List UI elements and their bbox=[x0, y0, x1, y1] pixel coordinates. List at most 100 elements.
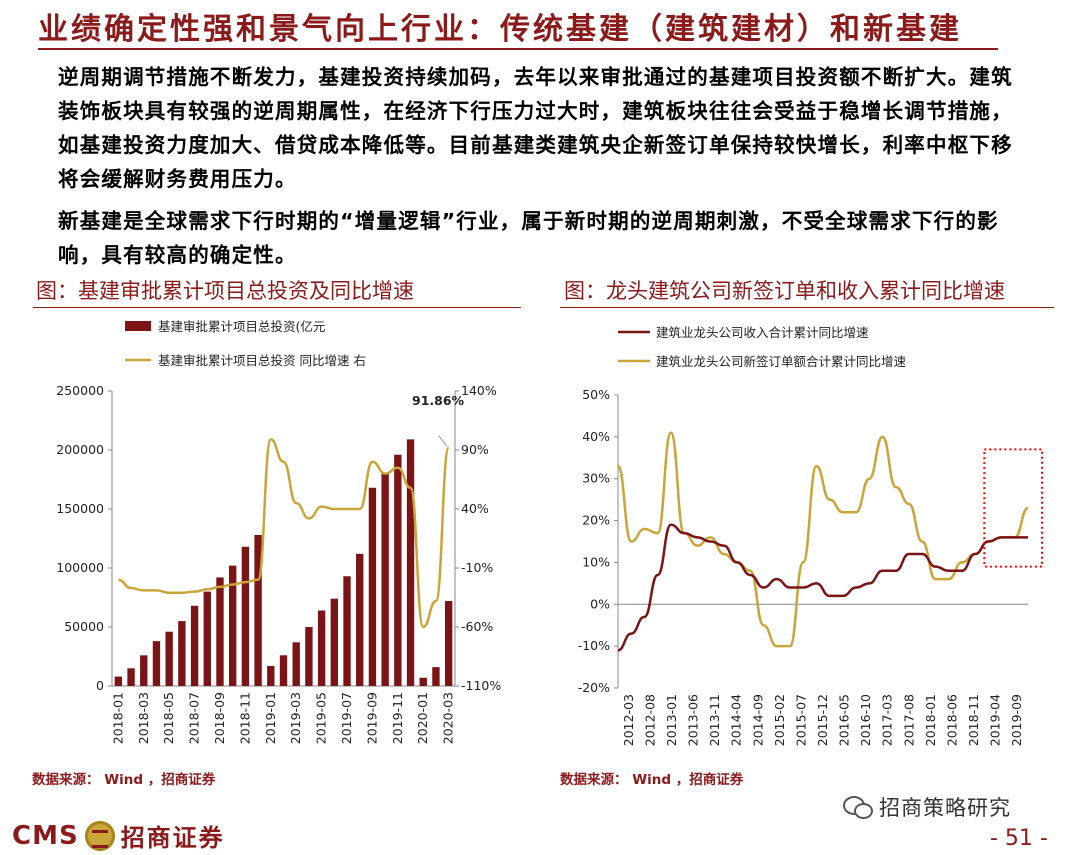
right-axis-label: 140% bbox=[461, 383, 497, 398]
x-tick-label: 2018-03 bbox=[136, 692, 151, 744]
revenue-line bbox=[617, 523, 1028, 652]
right-axis-label: -60% bbox=[461, 619, 493, 634]
x-tick-label: 2018-09 bbox=[212, 692, 227, 744]
bar-2018-06 bbox=[178, 621, 186, 686]
x-tick-label: 2016-10 bbox=[858, 694, 873, 746]
left-chart-source: 数据来源： Wind ，招商证券 bbox=[32, 772, 216, 788]
x-tick-label: 2019-09 bbox=[1009, 694, 1024, 746]
right-chart-title: 图：龙头建筑公司新签订单和收入累计同比增速 bbox=[564, 279, 1005, 303]
wechat-account-name: 招商策略研究 bbox=[879, 796, 1011, 820]
page-number: - 51 - bbox=[990, 826, 1048, 851]
bar-2019-07 bbox=[343, 576, 351, 686]
y-axis-label: 20% bbox=[582, 513, 610, 528]
x-tick-label: 2016-05 bbox=[837, 694, 852, 746]
bar-2019-03 bbox=[292, 642, 300, 686]
y-axis-label: 50% bbox=[582, 387, 610, 402]
bar-2019-05 bbox=[317, 610, 326, 686]
bar-2020-03 bbox=[444, 601, 453, 686]
bar-2018-04 bbox=[152, 641, 161, 686]
bar-2018-02 bbox=[127, 668, 135, 686]
x-tick-label: 2018-05 bbox=[161, 692, 176, 744]
y-axis-label: 0% bbox=[590, 596, 610, 611]
bar-2019-08 bbox=[356, 553, 364, 686]
x-tick-label: 2013-01 bbox=[664, 694, 679, 746]
left-axis-label: 50000 bbox=[64, 619, 104, 634]
y-axis-label: -20% bbox=[578, 680, 610, 695]
brand-cn: 招商证券 bbox=[120, 824, 225, 852]
right-axis-label: 40% bbox=[461, 501, 489, 516]
x-tick-label: 2018-11 bbox=[237, 692, 252, 744]
left-chart-divider bbox=[33, 307, 521, 308]
bar-2019-04 bbox=[305, 627, 313, 686]
left-axis-label: 250000 bbox=[56, 383, 104, 398]
bar-2018-08 bbox=[203, 591, 211, 686]
bar-2019-12 bbox=[406, 439, 415, 686]
x-tick-label: 2014-09 bbox=[750, 694, 765, 746]
legend-label-revenue: 建筑业龙头公司收入合计累计同比增速 bbox=[656, 325, 869, 340]
x-tick-label: 2015-07 bbox=[793, 694, 808, 746]
x-tick-label: 2018-06 bbox=[944, 694, 959, 746]
y-axis-label: -10% bbox=[578, 638, 610, 653]
y-axis-label: 30% bbox=[582, 471, 610, 486]
orders-line bbox=[616, 431, 1029, 648]
legend-label-bar: 基建审批累计项目总投资(亿元 bbox=[158, 319, 325, 334]
x-tick-label: 2018-01 bbox=[923, 694, 938, 746]
bar-2019-06 bbox=[330, 598, 338, 686]
bar-2018-11 bbox=[241, 546, 250, 686]
left-axis-label: 200000 bbox=[56, 442, 104, 457]
right-axis-label: 90% bbox=[461, 442, 489, 457]
left-axis-label: 100000 bbox=[56, 560, 104, 575]
right-axis-label: -10% bbox=[461, 560, 493, 575]
bar-2019-09 bbox=[368, 487, 377, 686]
bar-2018-07 bbox=[190, 605, 199, 686]
x-tick-label: 2013-11 bbox=[707, 694, 722, 746]
bar-2019-02 bbox=[279, 655, 288, 686]
x-tick-label: 2019-04 bbox=[988, 694, 1003, 746]
legend-label-orders: 建筑业龙头公司新签订单额合计累计同比增速 bbox=[656, 354, 907, 369]
wechat-watermark: 招商策略研究 bbox=[843, 792, 1011, 822]
x-tick-label: 2020-03 bbox=[441, 692, 456, 744]
growth-line bbox=[118, 438, 450, 629]
legend-swatch-bar bbox=[125, 321, 151, 331]
x-tick-label: 2018-11 bbox=[966, 694, 981, 746]
right-chart-source: 数据来源： Wind ，招商证券 bbox=[560, 772, 744, 788]
x-tick-label: 2017-03 bbox=[880, 694, 895, 746]
x-tick-label: 2014-04 bbox=[729, 694, 744, 746]
paragraph-1: 逆周期调节措施不断发力，基建投资持续加码，去年以来审批通过的基建项目投资额不断扩… bbox=[58, 65, 1013, 191]
bar-2019-11 bbox=[394, 454, 402, 686]
wechat-icon bbox=[843, 796, 873, 819]
x-tick-label: 2018-07 bbox=[187, 692, 202, 744]
paragraph-2: 新基建是全球需求下行时期的“增量逻辑”行业，属于新时期的逆周期刺激，不受全球需求… bbox=[58, 209, 999, 267]
right-axis-label: -110% bbox=[461, 678, 501, 693]
cms-logo: CMS 招商证券 bbox=[12, 818, 225, 853]
legend-label-line: 基建审批累计项目总投资 同比增速 右 bbox=[158, 353, 366, 368]
bar-2018-09 bbox=[216, 577, 224, 686]
x-tick-label: 2012-08 bbox=[642, 694, 657, 746]
x-tick-label: 2019-03 bbox=[288, 692, 303, 744]
annotation-label: 91.86% bbox=[412, 393, 465, 408]
x-tick-label: 2019-07 bbox=[339, 692, 354, 744]
x-tick-label: 2019-05 bbox=[314, 692, 329, 744]
left-chart-title: 图：基建审批累计项目总投资及同比增速 bbox=[36, 279, 414, 303]
x-tick-label: 2019-11 bbox=[390, 692, 405, 744]
title-divider bbox=[38, 48, 998, 50]
page-title: 业绩确定性强和景气向上行业：传统基建（建筑建材）和新基建 bbox=[38, 12, 962, 47]
x-tick-label: 2018-01 bbox=[110, 692, 125, 744]
bar-2018-05 bbox=[165, 631, 173, 686]
right-chart-divider bbox=[560, 307, 1054, 308]
left-axis-label: 150000 bbox=[56, 501, 104, 516]
x-tick-label: 2015-02 bbox=[772, 694, 787, 746]
bar-2019-10 bbox=[381, 473, 389, 686]
x-tick-label: 2019-09 bbox=[364, 692, 379, 744]
bar-2019-01 bbox=[267, 665, 275, 686]
y-axis-label: 10% bbox=[582, 554, 610, 569]
y-axis-label: 40% bbox=[582, 429, 610, 444]
bar-2018-01 bbox=[114, 676, 123, 686]
bar-2018-03 bbox=[140, 655, 148, 686]
bar-2020-01 bbox=[419, 677, 427, 686]
cms-badge-icon bbox=[84, 820, 115, 851]
brand-en: CMS bbox=[12, 820, 79, 851]
x-tick-label: 2017-08 bbox=[901, 694, 916, 746]
